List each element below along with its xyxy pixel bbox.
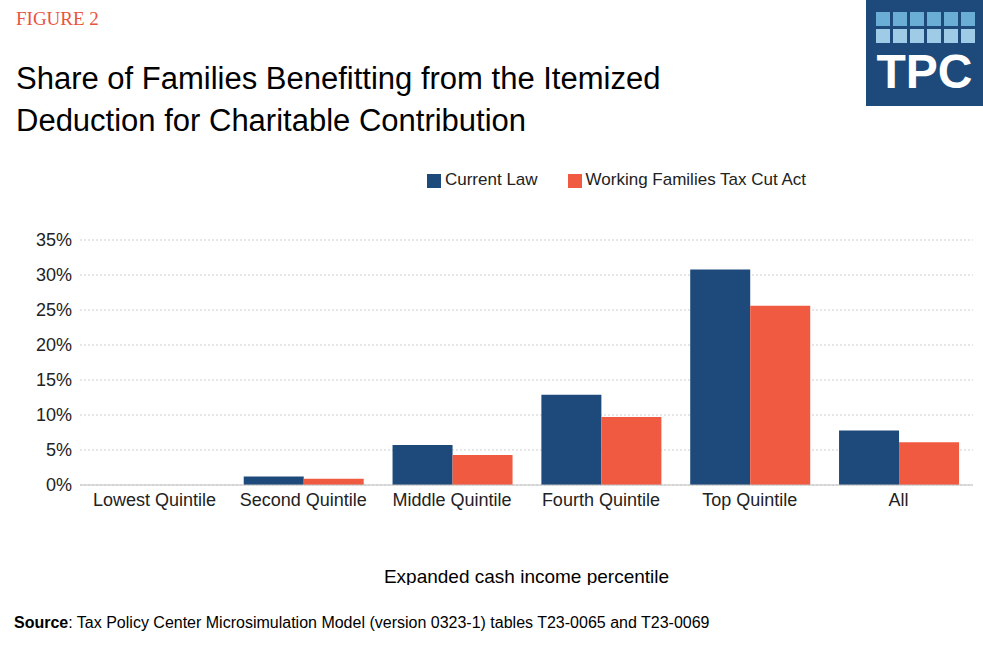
- svg-text:Expanded cash income percentil: Expanded cash income percentile: [384, 566, 669, 585]
- svg-text:Top Quintile: Top Quintile: [702, 490, 797, 510]
- svg-text:30%: 30%: [36, 265, 72, 285]
- html-text:Current Law: Current Law: [445, 170, 538, 189]
- svg-text:25%: 25%: [36, 300, 72, 320]
- svg-text:Fourth Quintile: Fourth Quintile: [542, 490, 660, 510]
- html-text:TPC: TPC: [876, 45, 973, 98]
- svg-text:Middle Quintile: Middle Quintile: [393, 490, 512, 510]
- html-text:FIGURE 2: FIGURE 2: [16, 8, 99, 29]
- html-text:Source: Tax Policy Center Micr: Source: Tax Policy Center Microsimulatio…: [14, 614, 710, 631]
- svg-text:10%: 10%: [36, 405, 72, 425]
- svg-text:All: All: [889, 490, 909, 510]
- html-text:Working Families Tax Cut Act: Working Families Tax Cut Act: [585, 170, 806, 189]
- svg-text:35%: 35%: [36, 230, 72, 250]
- svg-text:15%: 15%: [36, 370, 72, 390]
- svg-text:5%: 5%: [46, 440, 72, 460]
- html-text:Share of Families Benefitting: Share of Families Benefitting from the I…: [16, 61, 661, 138]
- svg-text:Second Quintile: Second Quintile: [240, 490, 367, 510]
- svg-text:0%: 0%: [46, 475, 72, 495]
- svg-text:Lowest Quintile: Lowest Quintile: [93, 490, 216, 510]
- svg-text:20%: 20%: [36, 335, 72, 355]
